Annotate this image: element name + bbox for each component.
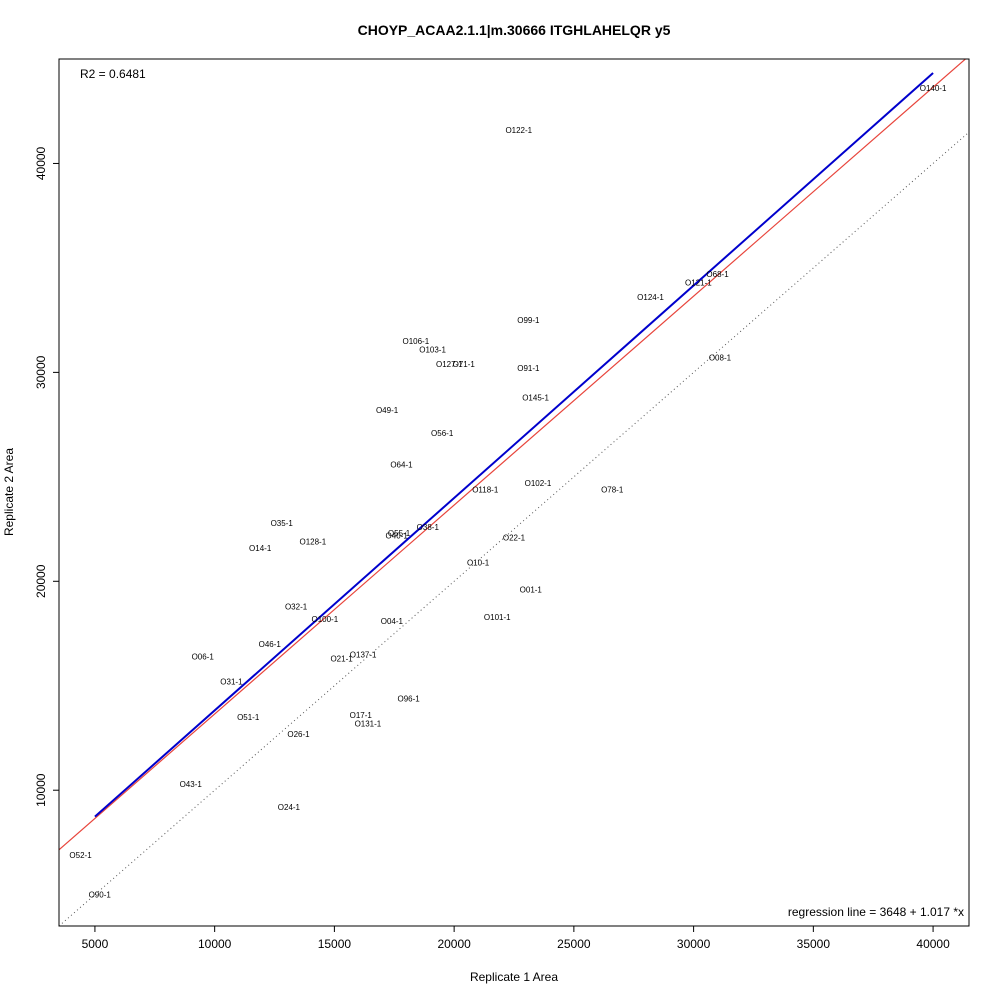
point-label: O21-1 <box>330 655 353 664</box>
point-label: O78-1 <box>601 485 624 494</box>
x-axis-label: Replicate 1 Area <box>470 970 558 984</box>
point-label: O43-1 <box>180 780 203 789</box>
point-label: O10-1 <box>467 558 490 567</box>
x-tick-label: 40000 <box>916 937 950 951</box>
point-label: O06-1 <box>192 652 215 661</box>
point-label: O100-1 <box>311 615 338 624</box>
point-label: O17-1 <box>350 711 373 720</box>
point-label: O122-1 <box>505 126 532 135</box>
point-label: O40-1 <box>386 531 409 540</box>
point-label: O01-1 <box>520 586 543 595</box>
x-tick-label: 20000 <box>437 937 471 951</box>
point-label: O52-1 <box>69 851 92 860</box>
x-tick-label: 15000 <box>318 937 352 951</box>
point-label: O106-1 <box>402 337 429 346</box>
point-label: O55-1 <box>388 529 411 538</box>
point-label: O127-1 <box>436 360 463 369</box>
y-tick-label: 20000 <box>34 564 48 598</box>
point-label: O68-1 <box>706 270 729 279</box>
point-label: O14-1 <box>249 544 272 553</box>
point-label: O90-1 <box>89 891 112 900</box>
point-label: O121-1 <box>685 279 712 288</box>
point-label: O71-1 <box>453 360 476 369</box>
point-label: O124-1 <box>637 293 664 302</box>
y-axis: 10000 20000 30000 40000 <box>34 146 59 807</box>
point-label: O51-1 <box>237 713 260 722</box>
x-tick-label: 25000 <box>557 937 591 951</box>
point-label: O145-1 <box>522 393 549 402</box>
point-label: O91-1 <box>517 364 540 373</box>
x-tick-label: 35000 <box>797 937 831 951</box>
point-label: O32-1 <box>285 602 308 611</box>
regression-line <box>94 72 934 818</box>
point-label: O49-1 <box>376 406 399 415</box>
point-label: O96-1 <box>398 694 421 703</box>
point-label: O08-1 <box>709 354 732 363</box>
point-label: O22-1 <box>503 533 526 542</box>
y-tick-label: 30000 <box>34 355 48 389</box>
y-tick-label: 10000 <box>34 773 48 807</box>
point-label: O101-1 <box>484 613 511 622</box>
point-label: O38-1 <box>417 523 440 532</box>
y-tick-label: 40000 <box>34 146 48 180</box>
point-label: O140-1 <box>920 84 947 93</box>
point-label: O99-1 <box>517 316 540 325</box>
point-label: O04-1 <box>381 617 404 626</box>
x-tick-label: 10000 <box>198 937 232 951</box>
point-label: O24-1 <box>278 803 301 812</box>
point-label: O137-1 <box>350 650 377 659</box>
point-label: O46-1 <box>259 640 282 649</box>
point-label: O103-1 <box>419 345 446 354</box>
x-axis: 5000 10000 15000 20000 25000 30000 35000 40000 <box>82 926 950 951</box>
x-tick-label: 5000 <box>82 937 109 951</box>
point-label: O102-1 <box>525 479 552 488</box>
point-label: O64-1 <box>390 460 413 469</box>
regression-annotation: regression line = 3648 + 1.017 *x <box>788 905 964 919</box>
point-label: O131-1 <box>355 719 382 728</box>
point-label: O26-1 <box>287 730 310 739</box>
x-tick-label: 30000 <box>677 937 711 951</box>
r2-annotation: R2 = 0.6481 <box>80 67 146 81</box>
point-label: O35-1 <box>271 519 294 528</box>
plot-frame <box>58 58 970 927</box>
y-axis-label: Replicate 2 Area <box>2 448 16 536</box>
point-label: O128-1 <box>299 538 326 547</box>
point-label: O118-1 <box>472 485 499 494</box>
point-label: O31-1 <box>220 678 243 687</box>
reference-lines <box>59 59 969 926</box>
chart-title: CHOYP_ACAA2.1.1|m.30666 ITGHLAHELQR y5 <box>358 22 671 38</box>
point-label: O56-1 <box>431 429 454 438</box>
reference-red-line <box>59 59 967 851</box>
